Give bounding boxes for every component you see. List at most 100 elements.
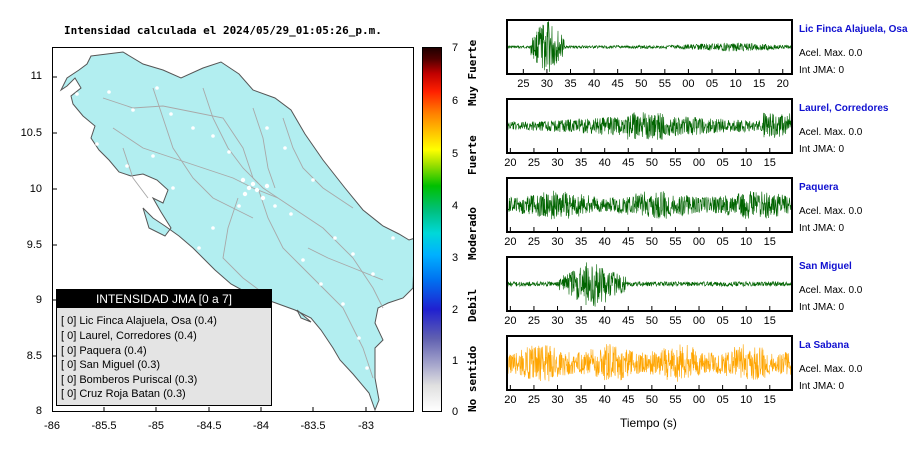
waveform-tick-label: 50 <box>645 315 658 327</box>
waveform-tick-label: 00 <box>692 394 706 406</box>
station-name: Paquera <box>799 182 839 193</box>
waveform-tick-label: 25 <box>517 78 530 90</box>
station-accel-max: Acel. Max. 0.0 <box>799 127 863 138</box>
map-x-tick: -84.5 <box>196 420 222 432</box>
colorbar-label-debil: Debil <box>466 288 479 322</box>
waveform-tick-label: 55 <box>658 78 671 90</box>
map-y-tick: 10 <box>29 183 42 195</box>
waveform-tick-label: 20 <box>504 157 517 169</box>
costa-rica-map <box>53 51 413 411</box>
legend-row: [ 0] Laurel, Corredores (0.4) <box>61 330 197 342</box>
colorbar-tick: 0 <box>452 406 459 418</box>
waveform-line <box>508 262 791 307</box>
map-x-tick: -84 <box>253 420 269 432</box>
waveform-tick-label: 30 <box>540 78 554 90</box>
waveform-tick-label: 40 <box>598 157 611 169</box>
waveform-tick-label: 50 <box>645 157 658 169</box>
colorbar-tick: 2 <box>452 304 459 316</box>
waveform-tick-label: 15 <box>763 157 776 169</box>
waveform-tick-label: 50 <box>645 394 658 406</box>
waveform-tick-label: 05 <box>716 394 729 406</box>
legend-row: [ 0] Cruz Roja Batan (0.3) <box>61 388 186 400</box>
station-name: San Miguel <box>799 261 852 272</box>
waveform-line <box>508 112 791 140</box>
waveform-tick-label: 40 <box>598 315 611 327</box>
waveform-tick-label: 15 <box>763 394 776 406</box>
colorbar-tick: 5 <box>452 148 459 160</box>
colorbar-tick: 1 <box>452 355 459 367</box>
waveform-tick-label: 35 <box>574 157 588 169</box>
waveform-tick-label: 45 <box>622 236 635 248</box>
waveform-line <box>508 190 791 220</box>
map-y-tick: 8.5 <box>26 350 42 362</box>
map-x-tick: -86 <box>44 420 60 432</box>
waveform-x-axis-title: Tiempo (s) <box>620 416 677 430</box>
waveform-trace <box>508 344 791 389</box>
colorbar-label-no-sentido: No sentido <box>466 345 479 412</box>
waveform-tick-label: 45 <box>622 315 635 327</box>
legend-row: [ 0] Paquera (0.4) <box>61 345 147 357</box>
waveform-tick-label: 05 <box>716 157 729 169</box>
waveform-tick-label: 25 <box>527 157 541 169</box>
waveform-tick-label: 05 <box>716 315 729 327</box>
colorbar-tick: 6 <box>452 95 459 107</box>
waveform-trace <box>508 190 791 231</box>
waveform-tick-label: 55 <box>669 315 682 327</box>
waveform-tick-label: 35 <box>574 394 588 406</box>
waveform-tick-label: 45 <box>611 78 624 90</box>
map-y-tick: 9 <box>35 294 42 306</box>
waveform-tick-label: 00 <box>692 157 706 169</box>
waveform-tick-label: 15 <box>753 78 766 90</box>
colorbar-tick: 4 <box>452 200 459 212</box>
waveform-tick-label: 45 <box>622 157 635 169</box>
station-name: Lic Finca Alajuela, Osa <box>799 24 908 35</box>
waveform-panel <box>506 177 793 233</box>
intensity-colorbar <box>422 47 442 412</box>
station-dots <box>75 86 395 370</box>
station-int-jma: Int JMA: 0 <box>799 302 845 313</box>
waveform-tick-label: 15 <box>763 315 776 327</box>
waveform-line <box>508 344 791 382</box>
waveform-tick-label: 10 <box>729 78 742 90</box>
map-x-tick: -83.5 <box>300 420 326 432</box>
legend-title: INTENSIDAD JMA [0 a 7] <box>57 290 271 308</box>
waveform-tick-label: 25 <box>527 394 541 406</box>
station-accel-max: Acel. Max. 0.0 <box>799 285 863 296</box>
road-network <box>102 87 384 379</box>
waveform-tick-label: 25 <box>527 315 541 327</box>
waveform-tick-label: 35 <box>574 315 588 327</box>
waveform-tick-label: 10 <box>740 236 753 248</box>
waveform-tick-label: 30 <box>551 157 564 169</box>
station-accel-max: Acel. Max. 0.0 <box>799 48 863 59</box>
intensity-legend: INTENSIDAD JMA [0 a 7] [ 0] Lic Finca Al… <box>56 289 272 406</box>
station-name: Laurel, Corredores <box>799 103 889 114</box>
waveform-tick-label: 20 <box>504 315 517 327</box>
colorbar-label-fuerte: Fuerte <box>466 135 479 175</box>
waveform-panel <box>506 256 793 312</box>
station-name: La Sabana <box>799 340 850 351</box>
waveform-trace <box>508 21 791 73</box>
waveform-tick-label: 45 <box>622 394 635 406</box>
station-int-jma: Int JMA: 0 <box>799 144 845 155</box>
legend-row: [ 0] Lic Finca Alajuela, Osa (0.4) <box>61 315 217 327</box>
land-mass <box>59 51 413 411</box>
legend-row: [ 0] San Miguel (0.3) <box>61 359 161 371</box>
waveform-tick-label: 00 <box>682 78 695 90</box>
map-y-tick: 9.5 <box>26 239 42 251</box>
colorbar-label-muy-fuerte: Muy Fuerte <box>466 39 479 106</box>
map-y-tick: 11 <box>30 70 42 82</box>
waveform-line <box>508 21 791 72</box>
waveform-tick-label: 40 <box>587 78 601 90</box>
waveform-tick-label: 40 <box>598 394 611 406</box>
waveform-tick-label: 30 <box>551 236 564 248</box>
waveform-tick-label: 00 <box>692 315 706 327</box>
station-int-jma: Int JMA: 0 <box>799 65 845 76</box>
waveform-panel <box>506 335 793 391</box>
waveform-tick-label: 55 <box>669 236 682 248</box>
waveform-tick-label: 55 <box>669 394 682 406</box>
waveform-tick-label: 05 <box>716 236 729 248</box>
legend-row: [ 0] Bomberos Puriscal (0.3) <box>61 374 198 386</box>
colorbar-tick: 7 <box>452 42 459 54</box>
waveform-tick-label: 50 <box>645 236 658 248</box>
waveform-tick-label: 10 <box>740 157 753 169</box>
